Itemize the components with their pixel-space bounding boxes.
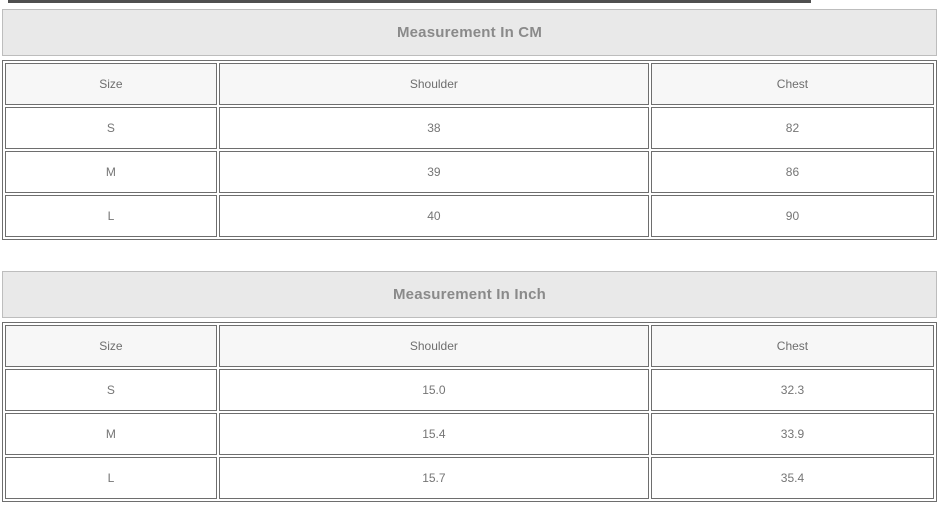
cell-chest-l: 90 — [650, 195, 934, 237]
cell-shoulder-s: 15.0 — [218, 369, 649, 411]
column-header-size: Size — [5, 325, 217, 367]
cell-chest-m: 86 — [650, 151, 934, 193]
table-row-s: S 38 82 — [5, 107, 934, 149]
table-title-cm: Measurement In CM — [2, 9, 937, 56]
cell-chest-m: 33.9 — [650, 413, 934, 455]
cell-shoulder-m: 15.4 — [218, 413, 649, 455]
cell-shoulder-m: 39 — [218, 151, 649, 193]
column-header-chest: Chest — [650, 325, 934, 367]
measurement-cm-section: Measurement In CM Size Shoulder Chest S … — [2, 9, 937, 240]
cell-chest-l: 35.4 — [650, 457, 934, 499]
cell-chest-s: 32.3 — [650, 369, 934, 411]
cell-shoulder-l: 40 — [218, 195, 649, 237]
cell-size-l: L — [5, 195, 217, 237]
cell-chest-s: 82 — [650, 107, 934, 149]
table-row-m: M 15.4 33.9 — [5, 413, 934, 455]
cell-size-m: M — [5, 413, 217, 455]
table-row-l: L 40 90 — [5, 195, 934, 237]
table-title-inch: Measurement In Inch — [2, 271, 937, 318]
column-header-size: Size — [5, 63, 217, 105]
cell-size-l: L — [5, 457, 217, 499]
table-row-s: S 15.0 32.3 — [5, 369, 934, 411]
size-chart-table-inch: Size Shoulder Chest S 15.0 32.3 M 15.4 3… — [2, 322, 937, 502]
column-header-shoulder: Shoulder — [218, 325, 649, 367]
column-header-chest: Chest — [650, 63, 934, 105]
measurement-inch-section: Measurement In Inch Size Shoulder Chest … — [2, 271, 937, 502]
table-header-row: Size Shoulder Chest — [5, 63, 934, 105]
table-row-m: M 39 86 — [5, 151, 934, 193]
cell-size-s: S — [5, 369, 217, 411]
column-header-shoulder: Shoulder — [218, 63, 649, 105]
cell-size-m: M — [5, 151, 217, 193]
cell-shoulder-s: 38 — [218, 107, 649, 149]
top-partial-divider — [8, 0, 811, 3]
cell-shoulder-l: 15.7 — [218, 457, 649, 499]
table-row-l: L 15.7 35.4 — [5, 457, 934, 499]
cell-size-s: S — [5, 107, 217, 149]
size-chart-table-cm: Size Shoulder Chest S 38 82 M 39 86 L 40… — [2, 60, 937, 240]
table-header-row: Size Shoulder Chest — [5, 325, 934, 367]
